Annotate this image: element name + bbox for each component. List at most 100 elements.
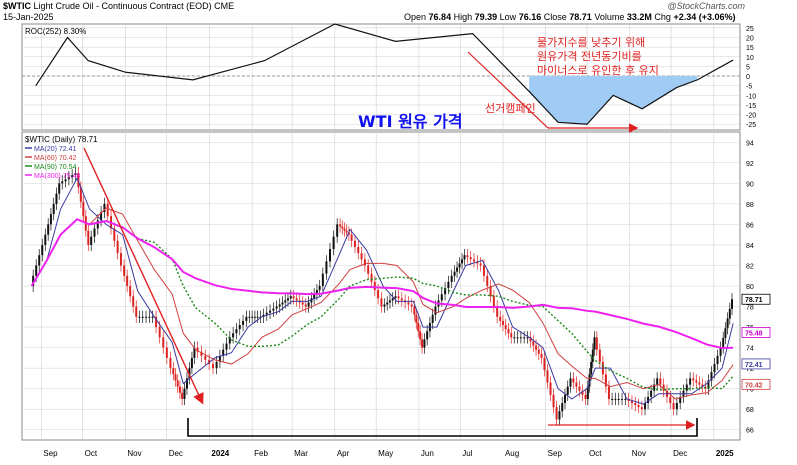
candle-body	[238, 325, 241, 330]
candle-body	[713, 364, 716, 373]
candle-body	[363, 259, 366, 266]
candle-body	[301, 302, 304, 305]
candle-body	[360, 253, 363, 260]
candle-body	[413, 306, 416, 315]
candle-body	[644, 403, 647, 410]
description: Light Crude Oil - Continuous Contract (E…	[33, 1, 235, 11]
candle-body	[87, 230, 90, 245]
price-tag-box	[741, 293, 771, 305]
price-tag: 75.48	[745, 330, 763, 337]
candle-body	[415, 314, 418, 323]
period-bracket	[187, 418, 698, 437]
x-tick-label: Nov	[127, 449, 141, 458]
candle-body	[82, 201, 85, 217]
candle-body	[473, 259, 476, 262]
candle-body	[656, 378, 659, 385]
candle-body	[41, 244, 44, 256]
candle-body	[513, 337, 516, 339]
candle-body	[386, 302, 389, 305]
candle-body	[647, 396, 650, 404]
x-tick-label: Feb	[254, 449, 268, 458]
candle-body	[535, 345, 538, 350]
candle-body	[52, 203, 55, 215]
price-y-tick: 74	[746, 346, 754, 353]
price-y-tick: 80	[746, 284, 754, 291]
candle-body	[590, 361, 593, 375]
candle-body	[49, 214, 52, 225]
candle-body	[251, 316, 254, 318]
x-tick-label: Oct	[589, 449, 602, 458]
candle-body	[689, 378, 692, 385]
price-y-tick: 82	[746, 263, 754, 270]
x-tick-label: May	[378, 449, 393, 458]
candle-body	[388, 300, 391, 303]
candle-body	[685, 384, 688, 391]
candle-body	[569, 378, 572, 387]
candle-body	[235, 329, 238, 334]
candle-body	[710, 372, 713, 381]
roc-y-tick: -20	[746, 113, 756, 120]
candle-body	[456, 267, 459, 272]
candle-body	[543, 357, 546, 371]
candle-body	[421, 339, 424, 348]
x-tick-label: Nov	[632, 449, 646, 458]
candle-body	[394, 296, 397, 299]
candle-body	[617, 398, 620, 400]
price-y-tick: 90	[746, 181, 754, 188]
candle-body	[719, 347, 722, 356]
candle-body	[707, 380, 710, 389]
candle-body	[716, 355, 719, 365]
candle-body	[93, 228, 96, 237]
candle-body	[499, 316, 502, 321]
candle-body	[304, 304, 307, 307]
price-y-tick: 86	[746, 222, 754, 229]
candle-body	[549, 382, 552, 395]
ma20-line	[31, 177, 734, 405]
candle-body	[516, 337, 519, 339]
candle-body	[176, 380, 179, 387]
x-tick-label: Sep	[548, 449, 563, 458]
candle-body	[129, 286, 132, 297]
candle-body	[400, 298, 403, 301]
candle-body	[377, 290, 380, 299]
candle-body	[228, 337, 231, 344]
candle-body	[315, 290, 318, 295]
candle-body	[523, 337, 526, 339]
candle-body	[204, 355, 207, 360]
candle-body	[245, 316, 248, 321]
candle-body	[731, 299, 734, 309]
candle-body	[212, 364, 215, 369]
candle-body	[561, 403, 564, 412]
price-y-tick: 78	[746, 305, 754, 312]
price-y-tick: 84	[746, 243, 754, 250]
price-decline-arrow	[83, 147, 204, 405]
candle-body	[278, 304, 281, 307]
annotation-wti-title: WTI 원유 가격	[358, 112, 463, 131]
candle-body	[141, 316, 144, 318]
candle-body	[286, 298, 289, 301]
candle-body	[679, 396, 682, 404]
candle-body	[71, 175, 74, 178]
candle-body	[621, 398, 624, 400]
candle-body	[269, 310, 272, 313]
close-value: 78.71	[569, 12, 592, 22]
candle-body	[434, 306, 437, 315]
candle-body	[496, 306, 499, 317]
candle-body	[591, 349, 594, 362]
ma300-line	[30, 218, 734, 350]
candle-body	[345, 230, 348, 233]
open-value: 76.84	[428, 12, 452, 22]
candle-body	[624, 398, 627, 400]
candle-body	[526, 337, 529, 339]
candle-body	[172, 368, 175, 375]
annotation-line2: 원유가격 전년동기비를	[537, 50, 642, 63]
candle-body	[598, 349, 601, 362]
candle-body	[410, 304, 413, 307]
candle-body	[181, 392, 184, 399]
x-tick-label: Dec	[673, 449, 687, 458]
roc-y-tick: -15	[746, 103, 756, 110]
price-y-tick: 72	[746, 366, 754, 373]
candle-body	[489, 286, 492, 297]
candle-body	[341, 226, 344, 229]
